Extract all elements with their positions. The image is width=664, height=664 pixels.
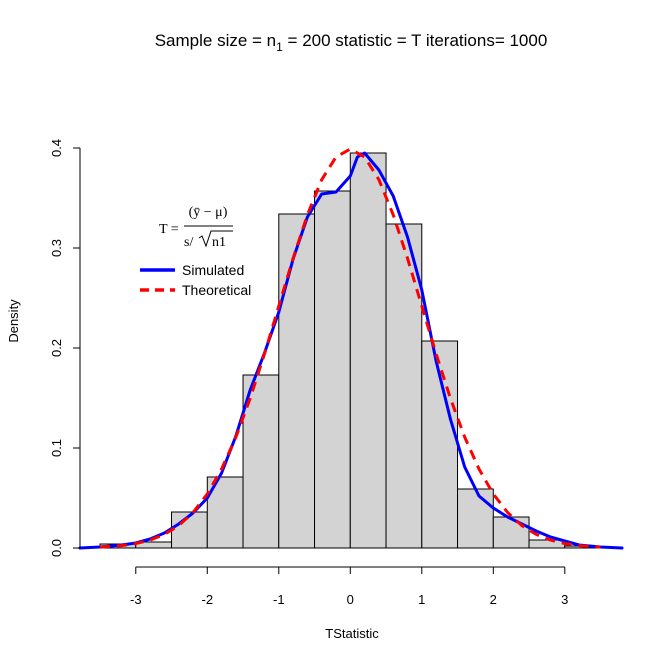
- t-statistic-formula: T = (ȳ − μ) s/ n1: [159, 205, 233, 250]
- histogram-bar: [278, 213, 316, 549]
- histogram-bars: [99, 152, 602, 549]
- y-tick-label: 0.4: [49, 139, 64, 157]
- y-tick-label: 0.3: [49, 239, 64, 257]
- formula-denominator-prefix: s/: [184, 235, 193, 250]
- y-tick-label: 0.0: [49, 539, 64, 557]
- x-tick-label: -3: [130, 592, 142, 607]
- square-root-icon: [198, 230, 233, 248]
- histogram-bar: [492, 516, 530, 549]
- y-tick-label: 0.2: [49, 339, 64, 357]
- histogram-bar: [457, 488, 494, 549]
- x-tick-label: -2: [201, 592, 213, 607]
- y-tick-label: 0.1: [49, 439, 64, 457]
- x-tick-label: 0: [347, 592, 354, 607]
- density-curves: [78, 147, 624, 550]
- title-suffix: = 200 statistic = T iterations= 1000: [283, 31, 547, 50]
- x-axis: -3 -2 -1 0 1 2 3: [130, 566, 568, 607]
- histogram-bar: [171, 511, 208, 549]
- x-tick-label: 2: [490, 592, 497, 607]
- formula-denominator-radicand: n1: [212, 235, 226, 250]
- legend: Simulated Theoretical: [140, 262, 251, 298]
- histogram-bar: [528, 539, 566, 549]
- y-axis: 0.0 0.1 0.2 0.3 0.4: [49, 139, 81, 557]
- x-tick-label: 1: [418, 592, 425, 607]
- y-axis-label: Density: [6, 299, 21, 343]
- formula-numerator: (ȳ − μ): [189, 205, 228, 220]
- title-subscript: 1: [276, 40, 283, 54]
- legend-label-simulated: Simulated: [182, 262, 244, 278]
- x-axis-label: TStatistic: [325, 626, 379, 641]
- x-tick-label: -1: [273, 592, 285, 607]
- formula-lhs: T =: [159, 222, 179, 237]
- legend-label-theoretical: Theoretical: [182, 282, 251, 298]
- histogram-bar: [349, 152, 387, 549]
- x-tick-label: 3: [561, 592, 568, 607]
- histogram-bar: [314, 190, 351, 549]
- title-prefix: Sample size = n: [155, 31, 276, 50]
- histogram-bar: [206, 476, 244, 549]
- chart-title: Sample size = n1 = 200 statistic = T ite…: [155, 31, 548, 54]
